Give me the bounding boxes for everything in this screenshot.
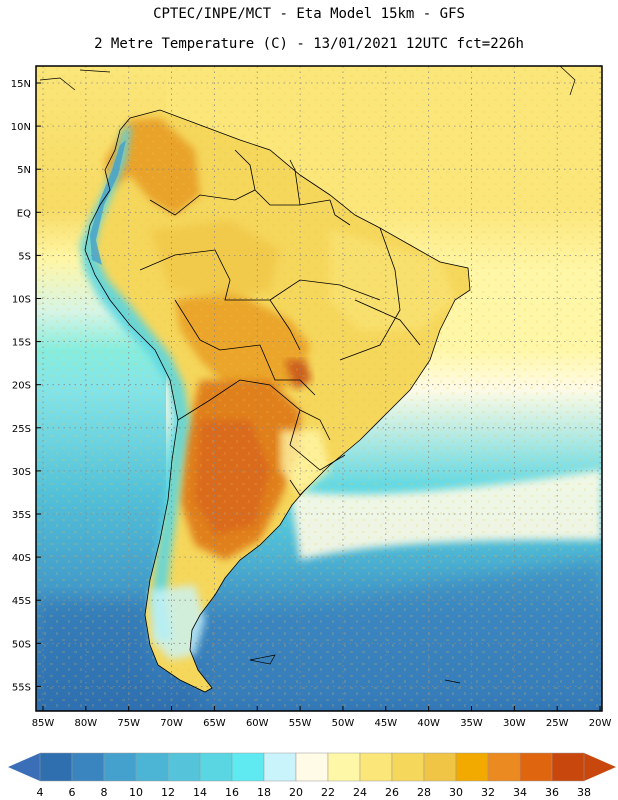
lat-label: 10N bbox=[11, 122, 31, 133]
colorbar-label: 26 bbox=[385, 786, 399, 799]
colorbar-swatch bbox=[103, 752, 137, 782]
colorbar-swatch bbox=[487, 752, 521, 782]
lon-label: 85W bbox=[32, 718, 55, 729]
lat-label: 15N bbox=[11, 79, 31, 90]
lon-label: 35W bbox=[460, 718, 483, 729]
lat-label: 30S bbox=[12, 467, 31, 478]
lon-label: 70W bbox=[160, 718, 183, 729]
colorbar-swatch bbox=[71, 752, 105, 782]
country-borders bbox=[84, 109, 471, 693]
colorbar-swatch bbox=[199, 752, 233, 782]
lon-label: 65W bbox=[203, 718, 226, 729]
colorbar-label: 14 bbox=[193, 786, 207, 799]
lat-label: 10S bbox=[12, 295, 31, 306]
colorbar-swatch bbox=[551, 752, 585, 782]
map-frame bbox=[35, 65, 603, 712]
colorbar-swatch bbox=[519, 752, 553, 782]
colorbar-swatch bbox=[135, 752, 169, 782]
colorbar-swatch bbox=[423, 752, 457, 782]
colorbar-right-arrow bbox=[584, 753, 616, 781]
colorbar-label: 4 bbox=[37, 786, 44, 799]
colorbar-label: 22 bbox=[321, 786, 335, 799]
colorbar-label: 30 bbox=[449, 786, 463, 799]
colorbar-swatch bbox=[231, 752, 265, 782]
temperature-colorbar: 4 6 8 10 12 14 16 18 20 22 24 26 28 30 32 34 36 38 bbox=[8, 752, 616, 799]
lat-label: 40S bbox=[12, 553, 31, 564]
colorbar-label: 36 bbox=[545, 786, 559, 799]
colorbar-swatch bbox=[263, 752, 297, 782]
lat-label: 45S bbox=[12, 596, 31, 607]
colorbar-label: 34 bbox=[513, 786, 527, 799]
colorbar-left-arrow bbox=[8, 753, 40, 781]
lon-label: 55W bbox=[289, 718, 312, 729]
lon-label: 80W bbox=[75, 718, 98, 729]
map-title: CPTEC/INPE/MCT - Eta Model 15km - GFS bbox=[153, 6, 465, 22]
colorbar-label: 38 bbox=[577, 786, 591, 799]
lon-label: 60W bbox=[246, 718, 269, 729]
colorbar-swatch bbox=[391, 752, 425, 782]
colorbar-swatch bbox=[455, 752, 489, 782]
colorbar-label: 10 bbox=[129, 786, 143, 799]
latitude-labels: 15N 10N 5N EQ 5S 10S 15S 20S 25S 30S 35S 40S 45S 50S 5… bbox=[11, 79, 41, 693]
lat-label: 15S bbox=[12, 338, 31, 349]
colorbar-label: 18 bbox=[257, 786, 271, 799]
colorbar-label: 28 bbox=[417, 786, 431, 799]
lat-label: 5N bbox=[17, 165, 31, 176]
colorbar-swatch bbox=[295, 752, 329, 782]
longitude-labels: 85W 80W 75W 70W 65W 60W 55W 50W 45W 40W 35W 30W 25W 2… bbox=[32, 706, 612, 729]
colorbar-label: 8 bbox=[101, 786, 108, 799]
colorbar-label: 12 bbox=[161, 786, 175, 799]
andes-cold-strip bbox=[80, 125, 190, 640]
lat-label: 50S bbox=[12, 639, 31, 650]
colorbar-swatch bbox=[359, 752, 393, 782]
colorbar-swatch bbox=[39, 752, 73, 782]
lat-label: EQ bbox=[17, 208, 31, 219]
colorbar-label: 32 bbox=[481, 786, 495, 799]
lon-label: 40W bbox=[417, 718, 440, 729]
lat-label: 35S bbox=[12, 510, 31, 521]
lon-label: 50W bbox=[332, 718, 355, 729]
colorbar-label: 20 bbox=[289, 786, 303, 799]
lon-label: 20W bbox=[589, 718, 612, 729]
map-subtitle: 2 Metre Temperature (C) - 13/01/2021 12U… bbox=[94, 36, 524, 52]
lon-label: 75W bbox=[117, 718, 140, 729]
lat-label: 5S bbox=[18, 251, 31, 262]
lat-label: 20S bbox=[12, 381, 31, 392]
lon-label: 25W bbox=[546, 718, 569, 729]
map-canvas bbox=[36, 66, 602, 711]
lat-label: 55S bbox=[12, 682, 31, 693]
lat-label: 25S bbox=[12, 424, 31, 435]
colorbar-label: 24 bbox=[353, 786, 367, 799]
colorbar-label: 16 bbox=[225, 786, 239, 799]
colorbar-swatch bbox=[327, 752, 361, 782]
colorbar-label: 6 bbox=[69, 786, 76, 799]
colorbar-swatch bbox=[167, 752, 201, 782]
lon-label: 30W bbox=[503, 718, 526, 729]
lon-label: 45W bbox=[374, 718, 397, 729]
lat-lon-grid bbox=[36, 66, 602, 711]
